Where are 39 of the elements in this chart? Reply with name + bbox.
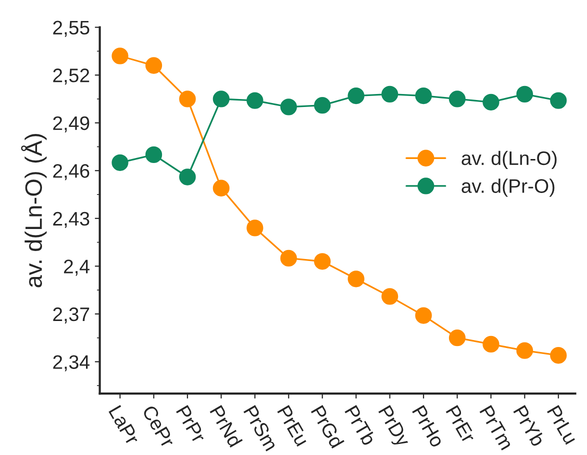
point <box>348 87 364 104</box>
y-tick-label: 2,46 <box>53 164 90 180</box>
point <box>550 347 567 364</box>
y-axis-title: av. d(Ln-O) (Å) <box>21 134 47 288</box>
y-tick-label: 2,52 <box>53 68 90 85</box>
point <box>179 90 196 108</box>
y-tick-label: 2,43 <box>53 212 90 228</box>
point <box>381 288 398 305</box>
y-tick-label: 2,4 <box>64 260 90 276</box>
point <box>415 307 432 324</box>
point <box>212 90 230 108</box>
point <box>280 98 297 116</box>
point <box>516 86 534 103</box>
point <box>145 57 162 74</box>
point <box>448 90 466 108</box>
point <box>145 146 162 164</box>
point <box>482 94 500 110</box>
point <box>482 336 500 353</box>
point <box>550 92 567 109</box>
y-tick-label: 2,55 <box>53 20 90 37</box>
point <box>280 250 297 267</box>
point <box>448 330 466 346</box>
point <box>112 48 128 64</box>
y-tick-label: 2,34 <box>53 355 90 372</box>
point <box>246 220 264 236</box>
legend-label: av. d(Ln-O) <box>462 150 557 169</box>
point <box>246 92 264 109</box>
point <box>415 87 432 104</box>
point <box>112 154 128 171</box>
legend-label: av. d(Pr-O) <box>462 178 554 197</box>
point <box>314 253 331 270</box>
y-tick-label: 2,49 <box>53 116 90 132</box>
point <box>212 180 230 196</box>
point <box>381 86 398 103</box>
y-tick-label: 2,37 <box>53 307 90 324</box>
point <box>516 342 534 359</box>
point <box>314 97 331 114</box>
point <box>348 270 364 288</box>
point <box>179 168 196 186</box>
